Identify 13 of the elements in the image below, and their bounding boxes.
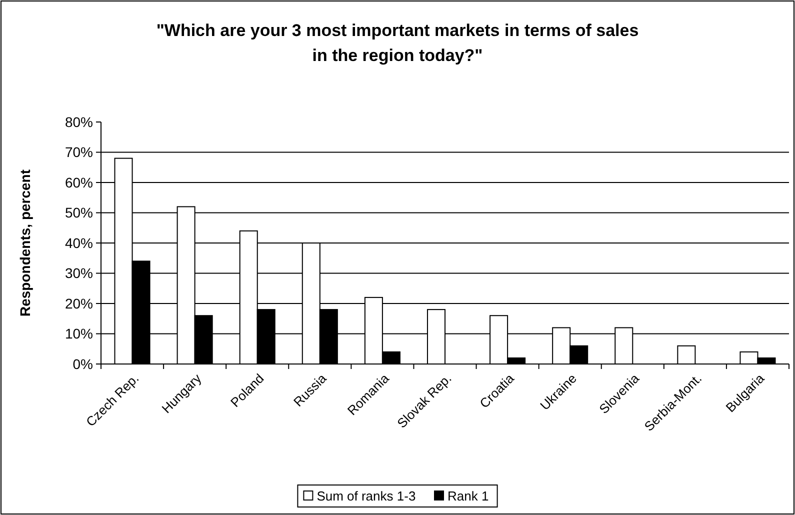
- y-tick-label: 20%: [64, 295, 93, 312]
- y-tick-label: 70%: [64, 144, 93, 160]
- y-tick-label: 40%: [64, 234, 93, 251]
- legend-label: Rank 1: [448, 488, 489, 504]
- chart-title: "Which are your 3 most important markets in terms of sales in the region today?": [156, 21, 639, 65]
- y-tick-label: 30%: [64, 265, 93, 282]
- y-tick-label: 10%: [64, 326, 93, 342]
- y-tick-label: 0%: [72, 356, 93, 372]
- y-axis-title: Respondents, percent: [17, 169, 33, 317]
- y-tick-label: 50%: [64, 204, 93, 221]
- y-tick-label: 60%: [64, 174, 93, 190]
- legend-label: Sum of ranks 1-3: [316, 488, 416, 504]
- y-tick-label: 80%: [64, 114, 93, 130]
